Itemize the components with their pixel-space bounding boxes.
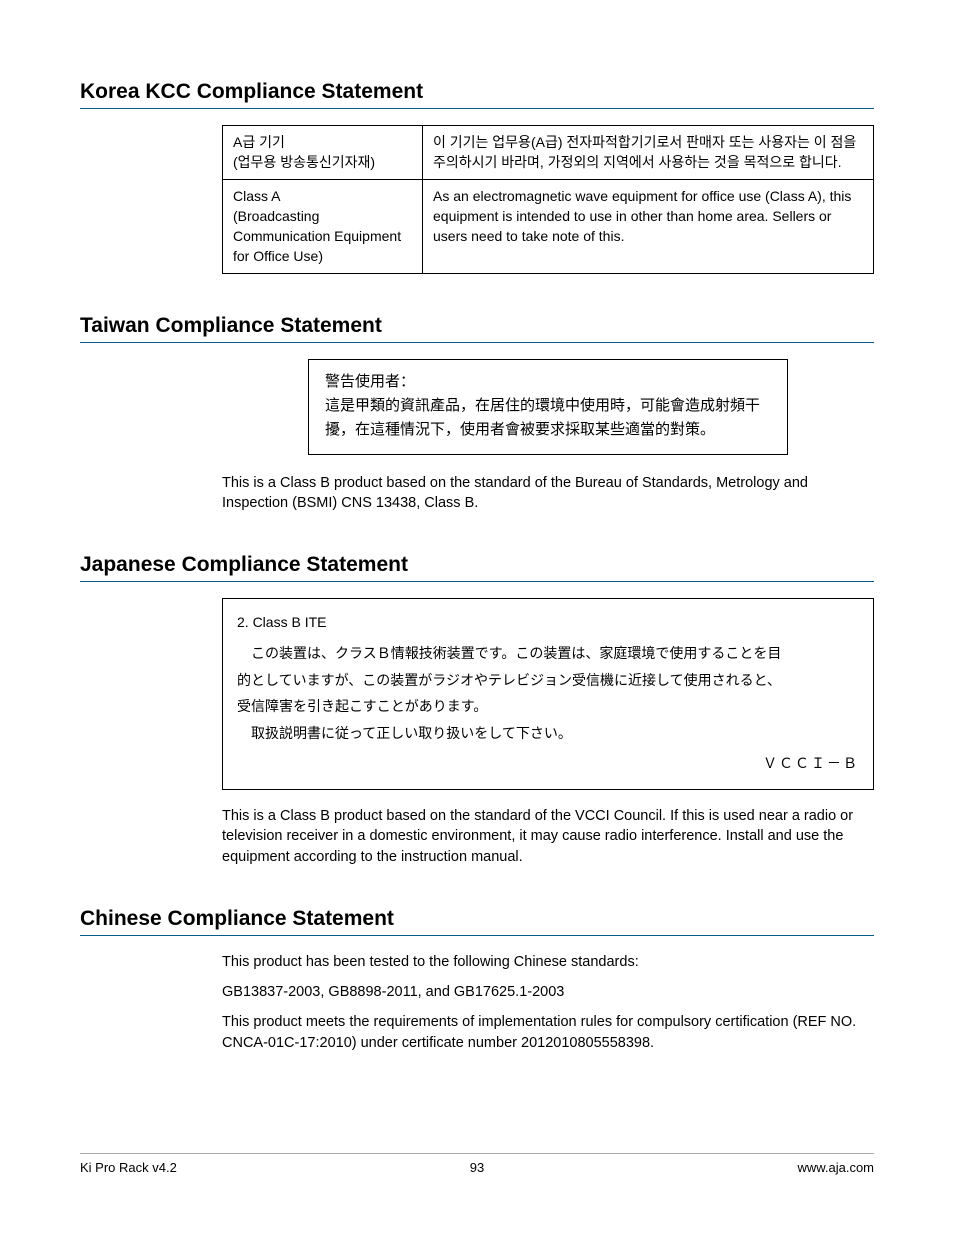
footer-product: Ki Pro Rack v4.2: [80, 1160, 345, 1175]
japan-content: 2. Class B ITE この装置は、クラスＢ情報技術装置です。この装置は、…: [222, 598, 874, 866]
table-row: A급 기기 (업무용 방송통신기자재) 이 기기는 업무용(A급) 전자파적합기…: [223, 126, 874, 180]
china-line3: This product meets the requirements of i…: [222, 1012, 874, 1053]
taiwan-box-line2: 這是甲類的資訊產品，在居住的環境中使用時，可能會造成射頻干擾，在這種情況下，使用…: [325, 394, 771, 442]
china-content: This product has been tested to the foll…: [222, 952, 874, 1053]
korea-heading: Korea KCC Compliance Statement: [80, 80, 874, 109]
japan-box-title: 2. Class B ITE: [237, 609, 859, 636]
taiwan-heading: Taiwan Compliance Statement: [80, 314, 874, 343]
japan-notice-box: 2. Class B ITE この装置は、クラスＢ情報技術装置です。この装置は、…: [222, 598, 874, 790]
taiwan-body: This is a Class B product based on the s…: [222, 473, 874, 514]
japan-box-line3: 受信障害を引き起こすことがあります。: [237, 695, 859, 722]
taiwan-content: 警告使用者： 這是甲類的資訊產品，在居住的環境中使用時，可能會造成射頻干擾，在這…: [222, 359, 874, 514]
china-heading: Chinese Compliance Statement: [80, 907, 874, 936]
page-footer: Ki Pro Rack v4.2 93 www.aja.com: [80, 1153, 874, 1175]
korea-content: A급 기기 (업무용 방송통신기자재) 이 기기는 업무용(A급) 전자파적합기…: [222, 125, 874, 274]
japan-box-line1: この装置は、クラスＢ情報技術装置です。この装置は、家庭環境で使用することを目: [237, 642, 859, 669]
japan-vcci-label: ＶＣＣＩ－Ｂ: [237, 748, 859, 779]
china-line1: This product has been tested to the foll…: [222, 952, 874, 972]
korea-row2-right: As an electromagnetic wave equipment for…: [423, 179, 874, 273]
footer-url: www.aja.com: [609, 1160, 874, 1175]
japan-heading: Japanese Compliance Statement: [80, 553, 874, 582]
taiwan-box-line1: 警告使用者：: [325, 370, 771, 394]
table-row: Class A (Broadcasting Communication Equi…: [223, 179, 874, 273]
korea-row2-left: Class A (Broadcasting Communication Equi…: [223, 179, 423, 273]
korea-row1-right: 이 기기는 업무용(A급) 전자파적합기기로서 판매자 또는 사용자는 이 점을…: [423, 126, 874, 180]
korea-table: A급 기기 (업무용 방송통신기자재) 이 기기는 업무용(A급) 전자파적합기…: [222, 125, 874, 274]
japan-box-line4: 取扱説明書に従って正しい取り扱いをして下さい。: [237, 722, 859, 749]
taiwan-warning-box: 警告使用者： 這是甲類的資訊產品，在居住的環境中使用時，可能會造成射頻干擾，在這…: [308, 359, 788, 455]
china-line2: GB13837-2003, GB8898-2011, and GB17625.1…: [222, 982, 874, 1002]
korea-row1-left: A급 기기 (업무용 방송통신기자재): [223, 126, 423, 180]
japan-body: This is a Class B product based on the s…: [222, 806, 874, 867]
footer-page-number: 93: [345, 1160, 610, 1175]
japan-box-line2: 的としていますが、この装置がラジオやテレビジョン受信機に近接して使用されると、: [237, 669, 859, 696]
